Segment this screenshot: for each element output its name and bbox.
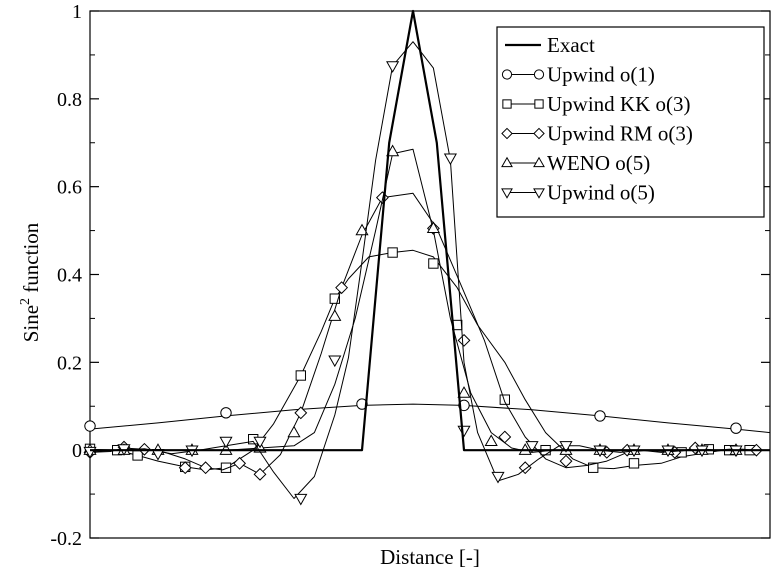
series-line: [89, 403, 771, 434]
data-point-circle: [533, 69, 545, 80]
series-line: [90, 9, 770, 452]
data-point-triangle-up: [457, 386, 471, 398]
legend-entry: Upwind o(1): [501, 63, 655, 87]
data-point-triangle-down: [253, 436, 267, 449]
data-point-triangle-down: [501, 188, 513, 199]
y-tick-label: 0.2: [57, 352, 82, 374]
series-3: [83, 191, 763, 481]
data-point-circle: [594, 410, 606, 422]
data-point-triangle-up: [355, 223, 369, 236]
y-axis-label: Sine2 function: [18, 222, 43, 342]
data-point-triangle-down: [525, 441, 539, 453]
y-tick-label: 0.8: [57, 89, 82, 111]
data-point-triangle-down: [533, 188, 545, 199]
data-point-circle: [730, 422, 742, 434]
data-point-circle: [220, 407, 232, 419]
legend-label: Upwind o(1): [547, 63, 655, 87]
data-point-square: [329, 293, 340, 304]
legend-label: Upwind KK o(3): [547, 92, 690, 116]
data-point-diamond: [199, 461, 213, 475]
legend-label: Upwind RM o(3): [547, 122, 693, 146]
legend-entry: Upwind KK o(3): [502, 92, 690, 116]
y-tick-label: 0: [72, 440, 82, 462]
data-point-square: [502, 99, 512, 109]
data-point-triangle-down: [294, 493, 308, 506]
data-point-triangle-down: [328, 355, 342, 368]
y-tick-label: 1: [72, 1, 82, 23]
legend-entry: Upwind o(5): [501, 181, 655, 205]
data-point-triangle-down: [457, 425, 471, 438]
data-point-diamond: [533, 127, 545, 140]
y-tick-label: 0.6: [57, 177, 82, 199]
data-point-diamond: [559, 454, 573, 468]
plot-area: -0.2 0 0.2 0.4 0.6 0.8 1: [50, 1, 771, 550]
data-point-diamond: [253, 467, 267, 481]
legend-box: [496, 26, 765, 218]
data-point-square: [428, 258, 439, 269]
y-tick-label: 0.4: [57, 265, 82, 287]
data-point-square: [295, 370, 306, 381]
data-point-diamond: [294, 406, 308, 420]
data-point-triangle-down: [386, 61, 400, 73]
legend: Exact Upwind o(1) Upwind KK o(3) Upwind RM …: [496, 26, 765, 218]
y-axis-label-superscript: 2: [18, 298, 33, 305]
data-point-diamond: [501, 127, 513, 140]
series-1: [84, 398, 771, 434]
data-point-diamond: [457, 333, 471, 347]
data-point-diamond: [335, 281, 349, 295]
data-point-triangle-up: [501, 156, 513, 168]
legend-entry: WENO o(5): [501, 151, 650, 175]
data-point-circle: [84, 420, 96, 432]
data-point-diamond: [498, 430, 512, 444]
data-point-square: [534, 99, 544, 109]
x-axis-label: Distance [-]: [380, 545, 480, 569]
data-point-triangle-down: [219, 436, 233, 449]
y-axis-ticks: -0.2 0 0.2 0.4 0.6 0.8 1: [50, 1, 770, 550]
legend-entry: Upwind RM o(3): [501, 122, 693, 146]
legend-label: WENO o(5): [547, 151, 650, 175]
data-point-triangle-down: [443, 153, 457, 166]
data-point-square: [499, 394, 510, 405]
data-point-triangle-up: [426, 221, 440, 234]
data-point-square: [588, 462, 599, 473]
data-point-triangle-up: [533, 156, 545, 168]
legend-entry: Exact: [505, 33, 595, 57]
series-line: [89, 192, 757, 475]
series-group: [83, 9, 771, 506]
data-point-triangle-up: [386, 144, 400, 157]
data-point-triangle-down: [559, 441, 573, 453]
data-point-diamond: [178, 461, 192, 475]
data-point-circle: [356, 398, 368, 410]
data-point-circle: [458, 399, 470, 412]
series-0: [90, 9, 770, 452]
data-point-triangle-up: [484, 434, 498, 447]
data-point-diamond: [233, 456, 247, 470]
y-tick-label: -0.2: [50, 528, 82, 550]
series-line: [89, 249, 750, 471]
data-point-circle: [501, 69, 513, 80]
legend-label: Upwind o(5): [547, 181, 655, 205]
series-2: [84, 247, 755, 473]
data-point-triangle-up: [287, 425, 301, 438]
legend-label: Exact: [547, 33, 595, 57]
y-axis-label-rest: function: [19, 222, 43, 298]
data-point-triangle-up: [328, 309, 342, 321]
y-axis-label-main: Sine: [19, 305, 43, 342]
data-point-triangle-down: [491, 471, 505, 484]
data-point-square: [387, 247, 398, 258]
data-point-square: [628, 458, 640, 469]
data-point-square: [220, 462, 232, 473]
